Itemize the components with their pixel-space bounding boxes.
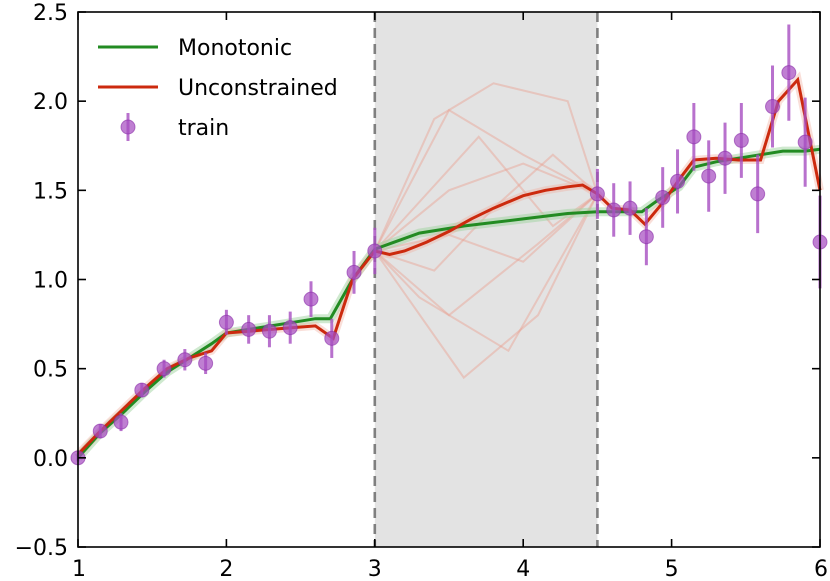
y-tick-label-1: 0.0 [33,447,68,472]
train-point-18 [638,229,654,245]
series-line-unconstrained [76,76,822,456]
train-point-10 [282,320,298,336]
x-tick-label-0: 1 [72,557,86,581]
x-tick-label-2: 3 [368,557,382,581]
x-tick-label-1: 2 [219,557,233,581]
train-point-25 [750,186,766,202]
train-point-7 [218,314,234,330]
train-point-13 [346,264,362,280]
ensemble-line-3 [374,193,599,353]
x-tick-label-5: 6 [814,557,828,581]
axis-ticks: 1 2 3 4 5 6 −0.5 0.0 0.5 1.0 1.5 2.0 2.5 [15,1,828,581]
legend-marker-2 [120,119,136,135]
train-point-24 [733,132,749,148]
ensemble-line-4 [373,193,599,380]
train-point-9 [261,323,277,339]
ensemble-line-0 [373,108,598,252]
train-point-8 [241,321,257,337]
train-point-23 [717,150,733,166]
y-tick-label-4: 1.5 [33,179,68,204]
train-point-11 [303,291,319,307]
train-point-14 [367,243,383,259]
y-tick-label-6: 2.5 [33,1,68,26]
train-point-22 [701,168,717,184]
legend-label-2: train [178,116,229,141]
train-point-27 [781,65,797,81]
train-point-28 [797,134,813,150]
train-point-4 [156,361,172,377]
train-point-21 [686,129,702,145]
vertical-lines [373,12,599,547]
x-tick-label-4: 5 [665,557,679,581]
y-tick-label-5: 2.0 [33,90,68,115]
train-point-17 [622,200,638,216]
train-point-26 [765,99,781,115]
legend-label-0: Monotonic [178,36,292,61]
shaded-band [374,12,598,547]
train-point-1 [92,423,108,439]
legend-label-1: Unconstrained [178,76,338,101]
train-point-15 [589,186,605,202]
ensemble-line-2 [374,162,598,252]
train-point-3 [134,382,150,398]
ensemble-line-1 [373,82,599,252]
ensemble-line-5 [374,193,599,263]
shaded-region [374,12,598,547]
train-point-20 [670,173,686,189]
train-point-12 [324,330,340,346]
legend: Monotonic Unconstrained train [98,36,338,141]
ensemble-line-7 [374,193,599,317]
x-tick-label-3: 4 [516,557,530,581]
train-point-5 [177,352,193,368]
train-point-6 [198,355,214,371]
y-tick-label-3: 1.0 [33,269,68,294]
train-point-16 [606,202,622,218]
y-tick-label-2: 0.5 [33,358,68,383]
y-tick-label-0: −0.5 [15,536,68,561]
train-point-19 [655,189,671,205]
train-point-2 [113,414,129,430]
